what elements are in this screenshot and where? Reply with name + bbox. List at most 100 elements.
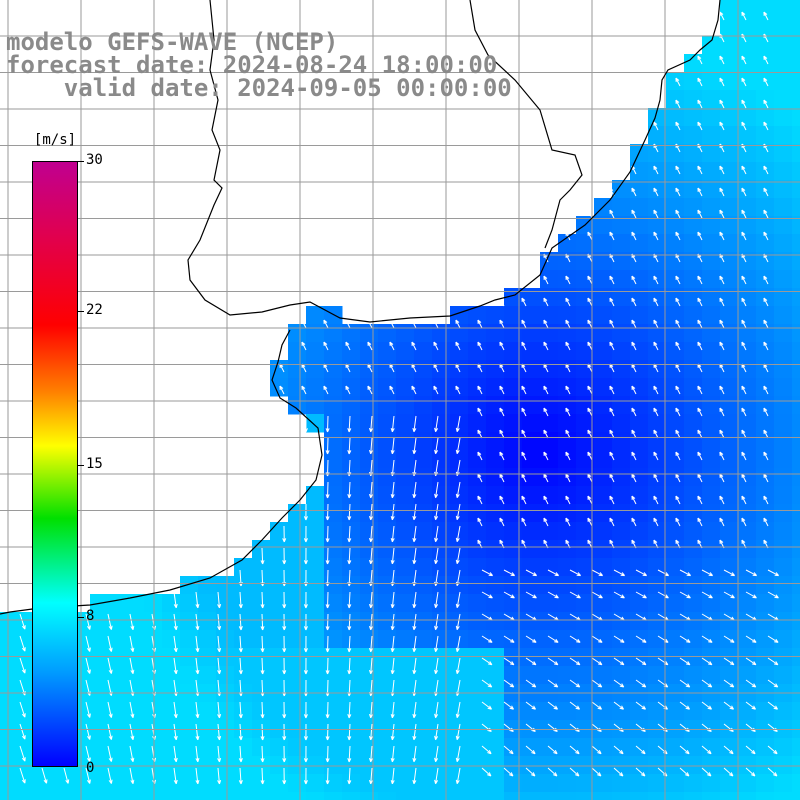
wind-cell xyxy=(792,36,800,55)
wind-arrow xyxy=(347,657,352,675)
wind-cell xyxy=(666,342,685,361)
wind-cell xyxy=(702,306,721,325)
wind-cell xyxy=(324,450,343,469)
wind-cell xyxy=(126,792,145,800)
wind-cell xyxy=(540,612,559,631)
wind-cell xyxy=(270,360,289,379)
wind-cell xyxy=(432,576,451,595)
wind-arrow xyxy=(347,525,352,543)
wind-cell xyxy=(468,432,487,451)
wind-cell xyxy=(90,630,109,649)
wind-cell xyxy=(738,432,757,451)
wind-cell xyxy=(558,738,577,757)
wind-cell xyxy=(684,432,703,451)
wind-cell xyxy=(342,630,361,649)
wind-cell xyxy=(684,342,703,361)
wind-cell xyxy=(288,612,307,631)
wind-arrow xyxy=(763,99,769,109)
wind-cell xyxy=(576,234,595,253)
wind-arrow xyxy=(238,613,243,631)
wind-cell xyxy=(612,252,631,271)
wind-cell xyxy=(792,162,800,181)
wind-cell xyxy=(234,594,253,613)
wind-arrow xyxy=(455,481,461,499)
wind-cell xyxy=(792,198,800,217)
wind-arrow xyxy=(763,121,769,131)
wind-cell xyxy=(270,774,289,793)
wind-arrow xyxy=(613,635,625,643)
wind-cell xyxy=(684,306,703,325)
wind-cell xyxy=(540,324,559,343)
wind-cell xyxy=(126,612,145,631)
wind-cell xyxy=(756,576,775,595)
wind-cell xyxy=(720,90,739,109)
wind-cell xyxy=(558,486,577,505)
wind-cell xyxy=(774,540,793,559)
wind-cell xyxy=(396,738,415,757)
wind-cell xyxy=(648,756,667,775)
wind-arrow xyxy=(85,723,91,740)
wind-arrow xyxy=(635,569,648,577)
wind-cell xyxy=(738,306,757,325)
wind-cell xyxy=(504,702,523,721)
wind-arrow xyxy=(719,165,725,175)
wind-cell xyxy=(432,324,451,343)
wind-cell xyxy=(630,198,649,217)
wind-arrow xyxy=(763,451,769,461)
wind-cell xyxy=(774,234,793,253)
wind-cell xyxy=(792,72,800,91)
wind-cell xyxy=(666,612,685,631)
wind-cell xyxy=(396,558,415,577)
wind-cell xyxy=(648,378,667,397)
wind-cell xyxy=(738,216,757,235)
wind-cell xyxy=(792,270,800,289)
wind-cell xyxy=(450,342,469,361)
wind-cell xyxy=(540,414,559,433)
wind-arrow xyxy=(503,679,515,688)
wind-cell xyxy=(342,774,361,793)
wind-cell xyxy=(396,594,415,613)
wind-arrow xyxy=(282,591,287,609)
wind-cell xyxy=(486,414,505,433)
wind-cell xyxy=(414,792,433,800)
wind-cell xyxy=(720,144,739,163)
wind-cell xyxy=(90,774,109,793)
wind-cell xyxy=(342,540,361,559)
wind-arrow xyxy=(525,635,537,643)
wind-cell xyxy=(162,738,181,757)
wind-arrow xyxy=(19,657,26,674)
wind-arrow xyxy=(368,635,374,653)
wind-cell xyxy=(378,360,397,379)
wind-cell xyxy=(738,378,757,397)
wind-cell xyxy=(234,630,253,649)
wind-cell xyxy=(108,756,127,775)
wind-cell xyxy=(342,378,361,397)
wind-arrow xyxy=(477,385,483,395)
wind-cell xyxy=(342,396,361,415)
wind-arrow xyxy=(238,745,243,763)
wind-arrow xyxy=(434,437,439,455)
wind-cell xyxy=(702,162,721,181)
wind-cell xyxy=(468,576,487,595)
wind-cell xyxy=(792,306,800,325)
wind-arrow xyxy=(719,187,725,197)
wind-arrow xyxy=(107,723,113,740)
wind-arrow xyxy=(763,77,769,87)
wind-cell xyxy=(792,522,800,541)
colorbar-tick-mark xyxy=(78,311,84,312)
wind-cell xyxy=(738,630,757,649)
wind-cell xyxy=(252,702,271,721)
wind-cell xyxy=(396,450,415,469)
wind-cell xyxy=(756,234,775,253)
wind-cell xyxy=(252,576,271,595)
wind-cell xyxy=(180,630,199,649)
wind-cell xyxy=(666,90,685,109)
wind-arrow xyxy=(701,701,712,710)
wind-cell xyxy=(792,0,800,19)
wind-cell xyxy=(576,522,595,541)
wind-arrow xyxy=(455,613,461,631)
wind-arrow xyxy=(719,55,725,65)
wind-arrow xyxy=(325,723,330,741)
wind-cell xyxy=(198,738,217,757)
wind-cell xyxy=(756,162,775,181)
